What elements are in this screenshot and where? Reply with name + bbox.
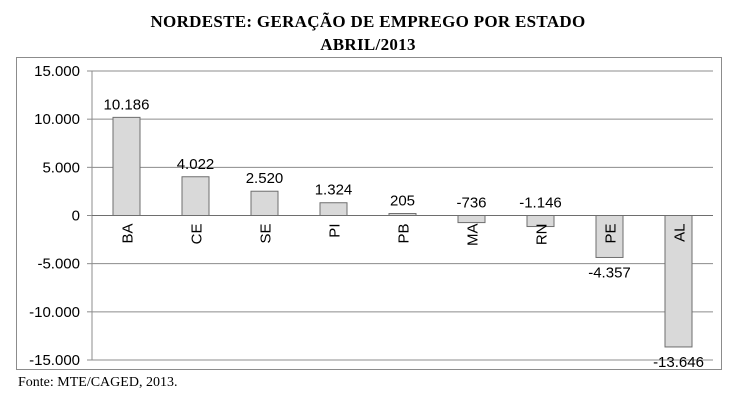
data-label: 1.324 — [315, 182, 353, 199]
data-label: -4.357 — [588, 264, 631, 281]
y-tick-label: 5.000 — [42, 159, 80, 176]
bar — [664, 215, 693, 348]
category-label: BA — [120, 224, 137, 244]
category-label: RN — [534, 224, 551, 246]
bar — [319, 202, 348, 217]
bar — [181, 176, 210, 216]
category-label: MA — [465, 224, 482, 247]
data-label: 205 — [390, 193, 415, 210]
chart-area: 15.000 10.000 5.000 0 -5.000 -10.000 -15.000 BA… — [16, 57, 722, 370]
chart-subtitle: ABRIL/2013 — [320, 35, 416, 54]
y-tick-label: 15.000 — [34, 63, 80, 80]
data-label: 4.022 — [177, 156, 215, 173]
data-label: 2.520 — [246, 170, 284, 187]
category-label: AL — [672, 224, 689, 242]
y-tick-label: 10.000 — [34, 111, 80, 128]
bar — [250, 190, 279, 216]
data-label: -736 — [456, 195, 486, 212]
category-label: PE — [603, 224, 620, 244]
chart-title: NORDESTE: GERAÇÃO DE EMPREGO POR ESTADO — [150, 12, 586, 31]
category-label: CE — [189, 224, 206, 245]
bar — [595, 215, 624, 258]
category-label: PB — [396, 224, 413, 244]
data-label: 10.186 — [104, 96, 150, 113]
data-label: -13.646 — [653, 354, 704, 369]
y-tick-label: -15.000 — [29, 352, 80, 369]
bar-chart: 15.000 10.000 5.000 0 -5.000 -10.000 -15.000 BA… — [29, 63, 713, 369]
source-note: Fonte: MTE/CAGED, 2013. — [18, 375, 178, 390]
bar — [112, 116, 141, 216]
y-tick-label: 0 — [72, 208, 80, 225]
category-label: PI — [327, 224, 344, 238]
category-label: SE — [258, 224, 275, 244]
data-label: -1.146 — [519, 195, 562, 212]
bar — [457, 215, 486, 224]
y-tick-label: -5.000 — [37, 256, 80, 273]
y-tick-label: -10.000 — [29, 304, 80, 321]
